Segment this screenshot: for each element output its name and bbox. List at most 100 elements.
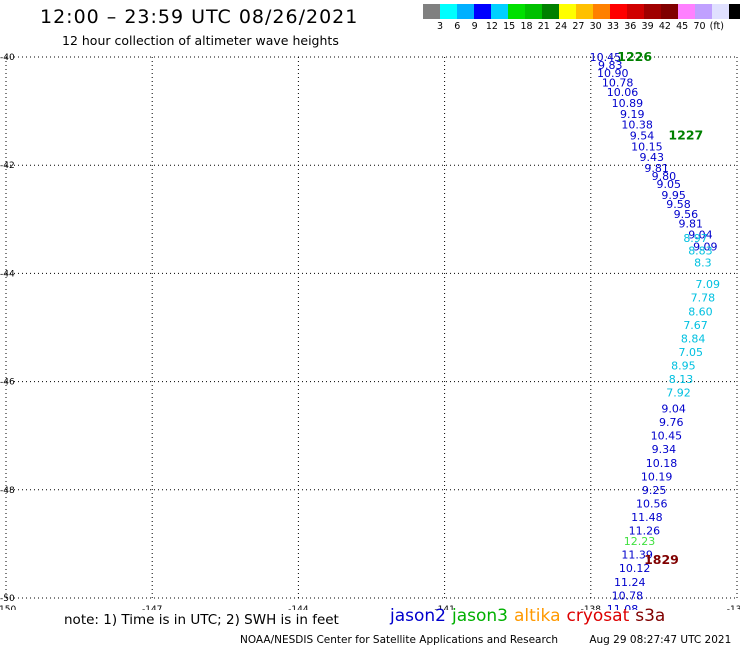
scale-label: 12 xyxy=(485,21,498,32)
x-tick-label: -141 xyxy=(434,605,454,610)
scale-label: 9 xyxy=(471,21,478,32)
scale-swatch xyxy=(474,4,491,19)
wave-height-label: 9.56 xyxy=(674,208,699,221)
note-text: note: 1) Time is in UTC; 2) SWH is in fe… xyxy=(64,612,339,628)
scale-swatch xyxy=(542,4,559,19)
wave-height-label: 8.83 xyxy=(688,245,713,258)
scale-label: 21 xyxy=(537,21,550,32)
scale-label: 27 xyxy=(572,21,585,32)
legend-altika: altika xyxy=(514,606,561,626)
color-scale-labels: 3 6 9 12 15 18 21 24 27 30 33 36 39 42 45 70 (ft) xyxy=(423,21,740,33)
wave-height-label: 10.06 xyxy=(607,86,639,99)
legend-cryosat: cryosat xyxy=(566,606,630,626)
wave-height-label: 10.78 xyxy=(612,589,644,602)
scale-label: 45 xyxy=(676,21,689,32)
scale-swatch xyxy=(695,4,712,19)
scale-label: 39 xyxy=(641,21,654,32)
wave-height-label: 9.19 xyxy=(620,108,645,121)
wave-height-label: 8.3 xyxy=(694,257,712,270)
wave-height-label: 9.09 xyxy=(693,240,718,253)
wave-height-label: 9.34 xyxy=(652,443,677,456)
wave-height-label: 11.26 xyxy=(629,524,661,537)
scale-swatch xyxy=(712,4,729,19)
wave-height-label: 9.76 xyxy=(659,416,684,429)
wave-height-label: 9.54 xyxy=(630,129,655,142)
y-tick-label: -44 xyxy=(0,269,15,279)
wave-height-label: 10.56 xyxy=(636,497,668,510)
scale-swatch xyxy=(661,4,678,19)
page-subtitle: 12 hour collection of altimeter wave hei… xyxy=(62,33,339,48)
scale-swatch xyxy=(491,4,508,19)
wave-height-label: 10.89 xyxy=(612,97,644,110)
wave-height-label: 8.97 xyxy=(683,232,708,245)
wave-height-label: 11.48 xyxy=(631,511,663,524)
wave-height-label: 9.81 xyxy=(644,162,669,175)
wave-height-label: 11.24 xyxy=(614,576,646,589)
wave-height-label: 8.95 xyxy=(671,359,696,372)
generated-timestamp: Aug 29 08:27:47 UTC 2021 xyxy=(589,634,732,646)
scale-swatch xyxy=(525,4,542,19)
time-label: 1227 xyxy=(668,127,703,142)
wave-height-label: 7.09 xyxy=(696,278,721,291)
wave-height-label: 12.23 xyxy=(624,535,656,548)
scale-label: 36 xyxy=(624,21,637,32)
scale-label: 18 xyxy=(520,21,533,32)
wave-height-label: 7.78 xyxy=(691,292,716,305)
y-tick-label: -50 xyxy=(0,594,15,604)
scale-label: 3 xyxy=(436,21,444,32)
legend-jason2: jason2 xyxy=(390,606,446,626)
scale-label: 15 xyxy=(503,21,516,32)
wave-height-label: 9.95 xyxy=(661,189,686,202)
wave-height-label: 7.67 xyxy=(683,319,708,332)
wave-height-label: 9.58 xyxy=(666,198,691,211)
scale-label: 6 xyxy=(454,21,461,32)
wave-height-label: 9.04 xyxy=(688,228,713,241)
footer: NOAA/NESDIS Center for Satellite Applica… xyxy=(240,634,731,646)
wave-height-label: 7.05 xyxy=(678,346,703,359)
scale-label: 70 xyxy=(693,21,706,32)
wave-height-label: 9.83 xyxy=(598,59,623,72)
y-tick-label: -42 xyxy=(0,161,15,171)
wave-height-label: 7.92 xyxy=(666,386,691,399)
wave-height-label: 8.13 xyxy=(669,373,694,386)
wave-height-label: 10.12 xyxy=(619,562,651,575)
x-tick-label: -135 xyxy=(727,605,740,610)
legend-s3a: s3a xyxy=(635,606,666,626)
scale-swatch xyxy=(457,4,474,19)
scale-swatch xyxy=(440,4,457,19)
color-scale xyxy=(423,4,740,19)
wave-height-label: 10.78 xyxy=(602,76,634,89)
scale-swatch xyxy=(593,4,610,19)
wave-height-label: 9.80 xyxy=(652,170,677,183)
scale-swatch xyxy=(644,4,661,19)
wave-height-label: 10.15 xyxy=(631,140,663,153)
wave-height-label: 9.81 xyxy=(678,218,703,231)
wave-height-label: 8.60 xyxy=(688,305,713,318)
scale-label: 30 xyxy=(589,21,602,32)
scale-label: 42 xyxy=(658,21,671,32)
scale-swatch xyxy=(508,4,525,19)
wave-height-label: 9.04 xyxy=(661,403,686,416)
scale-swatch xyxy=(559,4,576,19)
time-label: 1829 xyxy=(644,552,679,567)
scale-swatch xyxy=(576,4,593,19)
y-tick-label: -48 xyxy=(0,486,15,496)
satellite-legend: jason2 jason3 altika cryosat s3a xyxy=(390,606,671,626)
x-tick-label: -138 xyxy=(581,605,602,610)
wave-height-label: 10.18 xyxy=(646,457,678,470)
y-tick-label: -46 xyxy=(0,378,15,388)
scale-swatch xyxy=(627,4,644,19)
wave-height-label: 10.45 xyxy=(651,430,683,443)
wave-height-label: 10.19 xyxy=(641,470,673,483)
credit-text: NOAA/NESDIS Center for Satellite Applica… xyxy=(240,634,558,646)
legend-jason3: jason3 xyxy=(452,606,508,626)
page-title: 12:00 – 23:59 UTC 08/26/2021 xyxy=(40,6,359,28)
wave-height-map: -40 -42 -44 -46 -48 -50-150 -147 -144 -141 -138 -1… xyxy=(0,49,740,610)
wave-height-label: 11.39 xyxy=(621,549,653,562)
x-tick-label: -144 xyxy=(288,605,309,610)
scale-swatch xyxy=(729,4,740,19)
scale-swatch xyxy=(423,4,440,19)
x-tick-label: -147 xyxy=(142,605,162,610)
time-label: 1226 xyxy=(617,49,652,64)
wave-height-label: 9.25 xyxy=(642,484,667,497)
